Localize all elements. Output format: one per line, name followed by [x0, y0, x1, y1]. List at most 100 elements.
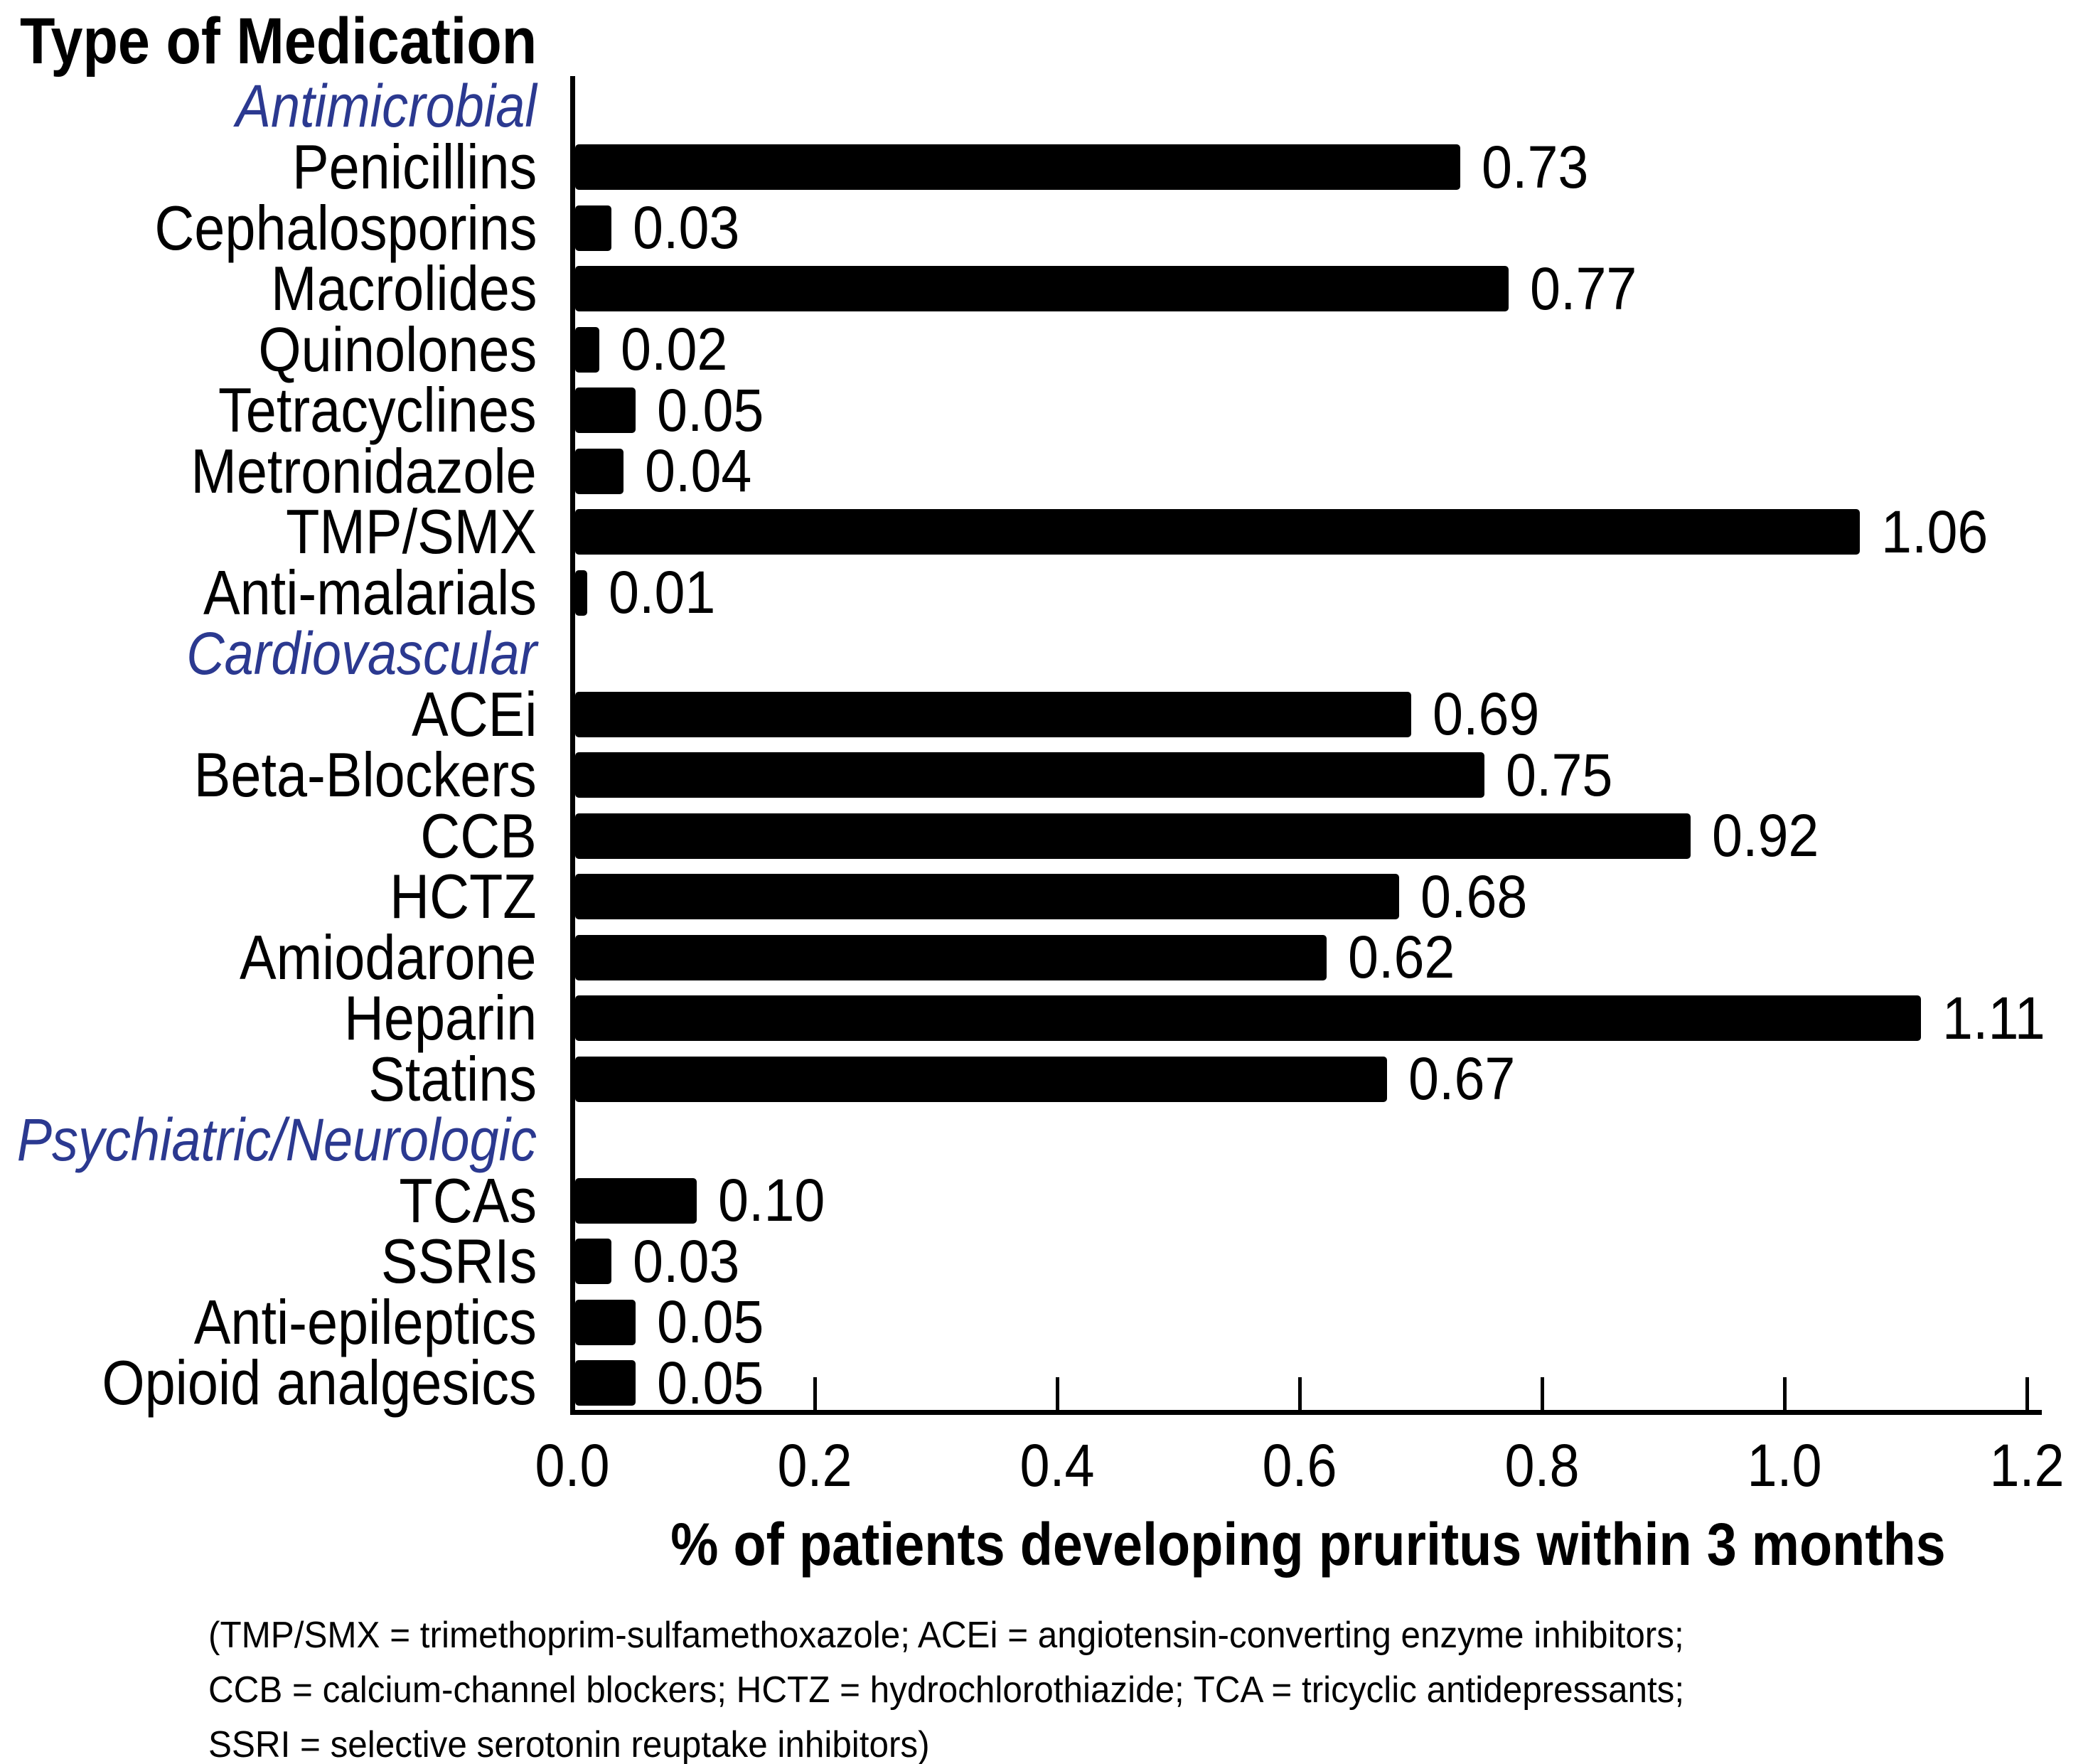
bar-label-cell: Anti-epileptics: [0, 1287, 537, 1357]
chart-title: Type of Medication: [20, 4, 607, 78]
axis-tick: [2025, 1377, 2029, 1410]
bar-row: Anti-malarials 0.01: [0, 557, 2093, 628]
footnote: (TMP/SMX = trimethoprim-sulfamethoxazole…: [208, 1608, 1762, 1764]
footnote-line: CCB = calcium-channel blockers; HCTZ = h…: [208, 1663, 1762, 1718]
group-header-cell: Psychiatric/Neurologic: [0, 1106, 537, 1173]
bar-label-cell: Quinolones: [0, 314, 537, 385]
bar-row: Macrolides 0.77: [0, 253, 2093, 324]
bar-row: Cephalosporins 0.03: [0, 193, 2093, 263]
footnote-line-3-text: SSRI = selective serotonin reuptake inhi…: [208, 1724, 930, 1764]
bar: [575, 874, 1399, 920]
group-header-row: Psychiatric/Neurologic: [0, 1106, 2093, 1173]
bar-row: Opioid analgesics 0.05: [0, 1347, 2093, 1418]
group-header-cell: Cardiovascular: [0, 620, 537, 687]
bar: [575, 934, 1327, 980]
bar-value-label: 0.03: [633, 1227, 740, 1295]
footnote-line-2-text: CCB = calcium-channel blockers; HCTZ = h…: [208, 1669, 1685, 1711]
bar-row: HCTZ 0.68: [0, 861, 2093, 931]
bar-row: Beta-Blockers 0.75: [0, 739, 2093, 810]
bar-row: Penicillins 0.73: [0, 132, 2093, 202]
bar-label: CCB: [420, 800, 537, 871]
bar-row: ACEi 0.69: [0, 679, 2093, 749]
bar: [575, 1360, 636, 1406]
bar-value-label: 0.04: [645, 437, 752, 505]
bar-label: Heparin: [343, 983, 537, 1054]
bar-value-label: 0.03: [633, 194, 740, 262]
bar: [575, 813, 1691, 859]
bar-value-label: 0.75: [1506, 741, 1613, 808]
bar-label-cell: CCB: [0, 801, 537, 871]
bar-label: Opioid analgesics: [102, 1347, 537, 1418]
bar-label-cell: Beta-Blockers: [0, 739, 537, 810]
bar-label-cell: TCAs: [0, 1165, 537, 1236]
bar-row: SSRIs 0.03: [0, 1226, 2093, 1296]
footnote-line-1-text: (TMP/SMX = trimethoprim-sulfamethoxazole…: [208, 1615, 1684, 1656]
bar: [575, 266, 1509, 312]
bar: [575, 387, 636, 434]
bar: [575, 509, 1860, 555]
bar-row: Statins 0.67: [0, 1044, 2093, 1114]
bar-value-label: 0.67: [1408, 1045, 1516, 1113]
bar: [575, 752, 1484, 798]
footnote-line: SSRI = selective serotonin reuptake inhi…: [208, 1718, 1762, 1764]
bar-label-cell: Opioid analgesics: [0, 1347, 537, 1418]
bar-label: Quinolones: [258, 314, 537, 385]
bar-label: SSRIs: [380, 1226, 537, 1297]
tick-label: 0.4: [1019, 1432, 1095, 1499]
bar-label: TMP/SMX: [286, 496, 537, 567]
bar-row: CCB 0.92: [0, 801, 2093, 871]
bar: [575, 1239, 611, 1285]
tick-label: 0.6: [1262, 1432, 1337, 1499]
bar-row: Heparin 1.11: [0, 983, 2093, 1053]
bar: [575, 205, 611, 251]
bar-value-label: 0.05: [657, 1349, 764, 1416]
bar-label-cell: Tetracyclines: [0, 375, 537, 445]
group-header-label: Cardiovascular: [186, 619, 537, 687]
bar-label: Statins: [368, 1043, 537, 1114]
bar: [575, 1299, 636, 1345]
bar-row: TCAs 0.10: [0, 1165, 2093, 1236]
bar-label-cell: Cephalosporins: [0, 193, 537, 263]
bar-label: Metronidazole: [191, 435, 537, 506]
axis-tick: [1783, 1377, 1787, 1410]
axis-tick: [1056, 1377, 1059, 1410]
bar-label-cell: HCTZ: [0, 861, 537, 931]
x-axis-line: [570, 1410, 2042, 1415]
bar-label: TCAs: [399, 1165, 537, 1236]
bar: [575, 448, 623, 494]
bar-label: Tetracyclines: [218, 375, 537, 446]
bar-value-label: 0.05: [657, 1288, 764, 1356]
bar-label-cell: Amiodarone: [0, 922, 537, 993]
group-header-cell: Antimicrobial: [0, 73, 537, 139]
bar-label-cell: Heparin: [0, 983, 537, 1053]
bar: [575, 144, 1460, 191]
footnote-line: (TMP/SMX = trimethoprim-sulfamethoxazole…: [208, 1608, 1762, 1663]
tick-label: 1.2: [1989, 1432, 2065, 1499]
bar-row: TMP/SMX 1.06: [0, 496, 2093, 567]
bar-label-cell: Metronidazole: [0, 436, 537, 506]
bar-value-label: 0.05: [657, 376, 764, 444]
tick-label: 1.0: [1747, 1432, 1822, 1499]
bar-label-cell: Statins: [0, 1044, 537, 1114]
bar-value-label: 0.02: [621, 316, 728, 383]
bar-value-label: 1.06: [1881, 498, 1988, 565]
axis-tick: [1298, 1377, 1302, 1410]
bar-value-label: 1.11: [1942, 984, 2045, 1052]
bar-row: Tetracyclines 0.05: [0, 375, 2093, 445]
tick-label: 0.0: [535, 1432, 610, 1499]
bar: [575, 570, 587, 616]
bar-label-cell: Anti-malarials: [0, 557, 537, 628]
axis-tick: [1541, 1377, 1544, 1410]
bar-label: HCTZ: [390, 861, 537, 932]
group-header-label: Psychiatric/Neurologic: [16, 1106, 537, 1173]
bar: [575, 691, 1411, 737]
bar-label-cell: SSRIs: [0, 1226, 537, 1296]
bar: [575, 1056, 1387, 1102]
bar-row: Quinolones 0.02: [0, 314, 2093, 385]
bar-value-label: 0.73: [1482, 133, 1589, 201]
bar-label: Cephalosporins: [154, 192, 537, 263]
bar: [575, 326, 599, 373]
bar: [575, 995, 1921, 1042]
bar-label-cell: TMP/SMX: [0, 496, 537, 567]
